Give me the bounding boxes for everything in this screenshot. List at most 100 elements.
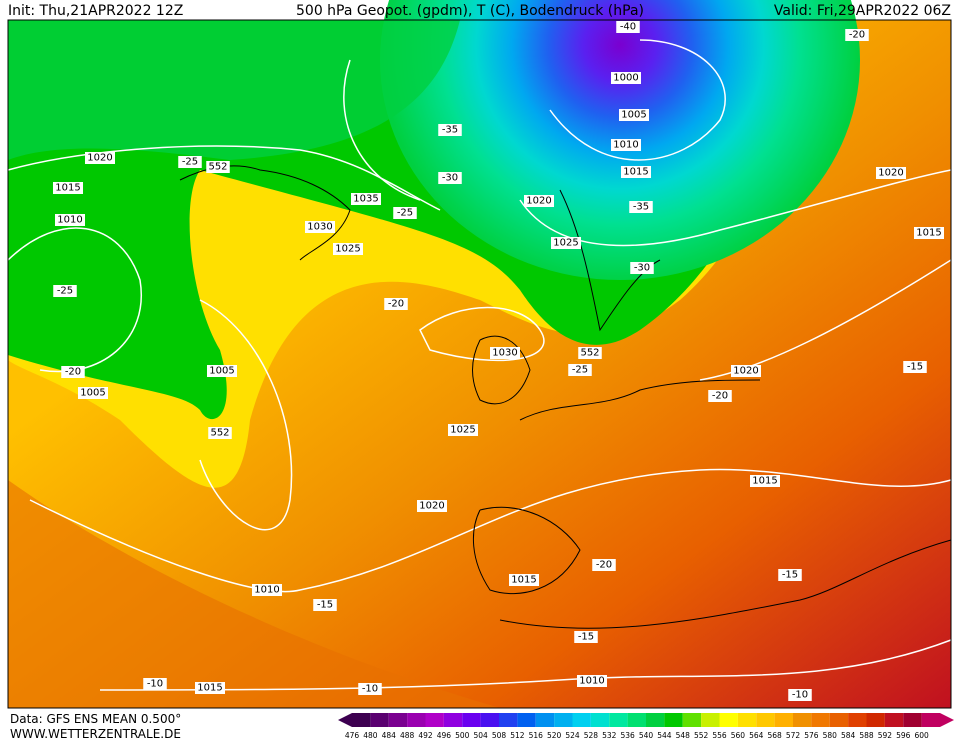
contour-label: -20 [65,367,81,378]
scale-swatch [480,713,499,727]
scale-label: 596 [896,731,911,740]
map-area: 1020 1015 1010 -25 -20 1005 1005 552 552 -25 1035 1… [7,0,952,709]
label-box [143,678,167,690]
contour-label: -30 [634,263,650,274]
warm-band [8,480,500,708]
contour-label: 1025 [335,244,360,255]
label-box [61,366,85,378]
label-box [619,109,649,121]
contour-label: 1010 [579,676,604,687]
contour-label: 1015 [197,683,222,694]
contour-label: 1005 [621,110,646,121]
contour-label: 1030 [307,222,332,233]
contour-label: 1015 [55,183,80,194]
label-box [524,195,554,207]
label-box [708,390,732,402]
label-box [53,182,83,194]
scale-swatch [903,713,922,727]
contour-label: 1000 [613,73,638,84]
scale-swatch [811,713,830,727]
contour-label: 1015 [623,167,648,178]
scale-label: 516 [529,731,544,740]
label-box [55,214,85,226]
map-frame [7,19,952,709]
scale-label: 488 [400,731,415,740]
scale-label: 540 [639,731,654,740]
label-box [876,167,906,179]
color-scale: 476 480 484 488 492 496 500 504 508 512 516 520 524 5… [338,713,954,740]
scale-swatch [829,713,849,727]
label-box [393,207,417,219]
contour-labels: 1020 1015 1010 -25 -20 1005 1005 552 552 -25 1035 1… [53,21,944,701]
scale-label: 492 [418,731,433,740]
scale-swatch [609,713,628,727]
label-box [438,172,462,184]
contour-label: 1030 [492,348,517,359]
label-box [351,193,381,205]
scale-label: 476 [345,731,360,740]
scale-label: 584 [841,731,856,740]
scale-label: 552 [694,731,709,740]
label-box [358,683,382,695]
scale-swatch [443,713,463,727]
scale-label: 576 [804,731,819,740]
contour-label: 1010 [613,140,638,151]
scale-label: 520 [547,731,562,740]
contour-label: -15 [782,570,798,581]
contour-label: -20 [596,560,612,571]
scale-swatch [848,713,867,727]
scale-label: 564 [749,731,764,740]
label-box [509,574,539,586]
scale-swatch [572,713,591,727]
scale-label: 528 [584,731,599,740]
contour-label: 552 [208,162,227,173]
scale-swatch [921,713,940,727]
label-box [438,124,462,136]
valid-time: Valid: Fri,29APR2022 06Z [774,3,951,19]
label-box [750,475,780,487]
label-box [568,364,592,376]
contour-label: 552 [580,348,599,359]
contour-label: -35 [442,125,458,136]
scale-label: 532 [602,731,617,740]
contour-label: 1025 [450,425,475,436]
init-time: Init: Thu,21APR2022 12Z [8,3,183,19]
label-box [611,139,641,151]
label-box [731,365,761,377]
scale-label: 556 [712,731,727,740]
label-box [788,689,812,701]
contour-label: -25 [572,365,588,376]
scale-label: 544 [657,731,672,740]
scale-swatch [719,713,738,727]
scale-label: 512 [510,731,525,740]
scale-label: 496 [437,731,452,740]
scale-swatch [646,713,665,727]
scale-swatch [627,713,646,727]
scale-swatch [407,713,426,727]
contour-label: -10 [362,684,378,695]
contour-label: -20 [849,30,865,41]
contour-label: -15 [907,362,923,373]
label-box [629,201,653,213]
label-box [195,682,225,694]
scale-swatch [774,713,793,727]
contour-label: 1015 [511,575,536,586]
contour-label: -35 [633,202,649,213]
contour-label: -25 [397,208,413,219]
label-box [578,347,602,359]
contour-label: -25 [182,157,198,168]
contour-label: -40 [620,22,636,33]
label-box [616,21,640,33]
label-box [333,243,363,255]
contour-label: -25 [57,286,73,297]
contour-label: 1005 [209,366,234,377]
label-box [207,365,237,377]
contour-label: -15 [578,632,594,643]
scale-label: 600 [914,731,929,740]
contour-label: 552 [210,428,229,439]
contour-label: 1005 [80,388,105,399]
isobars [7,39,952,691]
data-source: Data: GFS ENS MEAN 0.500° [10,712,181,726]
